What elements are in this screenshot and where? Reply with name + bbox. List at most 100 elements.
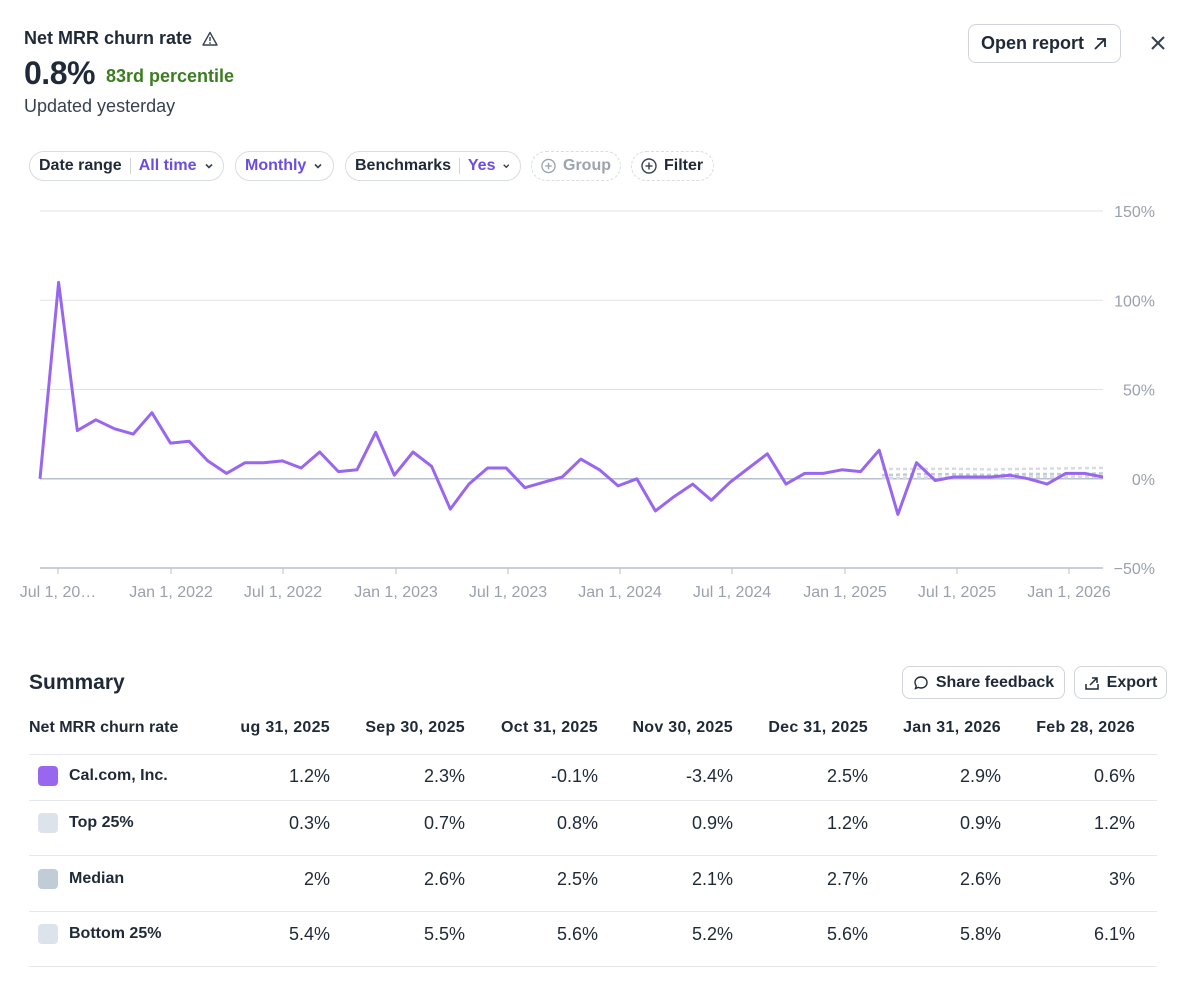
metric-title: Net MRR churn rate — [24, 28, 218, 49]
x-tick-label: Jul 1, 2024 — [693, 584, 771, 601]
share-feedback-button[interactable]: Share feedback — [902, 666, 1065, 699]
column-header: Sep 30, 2025 — [365, 719, 465, 736]
date-range-label: Date range — [39, 157, 122, 174]
column-header: ug 31, 2025 — [240, 719, 330, 736]
benchmark-line — [881, 466, 1104, 471]
x-tick-label: Jul 1, 2023 — [469, 584, 547, 601]
date-range-value: All time — [138, 157, 197, 174]
x-tick-label: Jan 1, 2023 — [354, 584, 438, 601]
chevron-down-icon — [503, 164, 510, 169]
x-tick-label: Jan 1, 2024 — [578, 584, 662, 601]
row-divider — [29, 966, 1157, 967]
table-cell: 1.2% — [1093, 813, 1135, 833]
row-divider — [29, 800, 1157, 801]
table-row-label: Median — [38, 869, 124, 889]
row-label-text: Bottom 25% — [69, 925, 162, 942]
export-icon — [1084, 676, 1099, 690]
benchmarks-filter[interactable]: Benchmarks Yes — [345, 151, 521, 181]
close-button[interactable] — [1146, 31, 1170, 55]
share-feedback-label: Share feedback — [935, 673, 1055, 691]
table-cell: 5.6% — [556, 924, 598, 944]
external-link-icon — [1094, 37, 1106, 50]
row-divider — [29, 855, 1157, 856]
column-header: Feb 28, 2026 — [1036, 719, 1135, 736]
y-tick-label: 50% — [1123, 383, 1155, 400]
x-tick-label: Jan 1, 2025 — [803, 584, 887, 601]
table-cell: 5.2% — [691, 924, 733, 944]
table-cell: 2.7% — [826, 869, 868, 889]
x-tick-label: Jul 1, 20… — [20, 584, 96, 601]
table-cell: 2.5% — [556, 869, 598, 889]
table-cell: 3% — [1108, 869, 1135, 889]
legend-swatch — [38, 813, 58, 833]
x-tick-label: Jan 1, 2022 — [129, 584, 213, 601]
benchmarks-value: Yes — [467, 157, 496, 174]
table-row-label: Bottom 25% — [38, 924, 161, 944]
table-cell: 2.6% — [423, 869, 465, 889]
filter-button[interactable]: Filter — [631, 151, 714, 181]
metric-title-text: Net MRR churn rate — [24, 28, 193, 48]
open-report-label: Open report — [980, 33, 1084, 53]
x-tick-label: Jul 1, 2022 — [244, 584, 322, 601]
column-header: Oct 31, 2025 — [501, 719, 598, 736]
group-label: Group — [563, 157, 611, 174]
table-cell: 2.1% — [691, 869, 733, 889]
y-tick-label: −50% — [1114, 561, 1155, 578]
table-cell: 0.9% — [691, 813, 733, 833]
row-label-text: Median — [69, 870, 125, 887]
series-line-cal-com[interactable] — [38, 280, 1104, 516]
table-cell: 5.6% — [826, 924, 868, 944]
table-cell: 5.5% — [423, 924, 465, 944]
table-cell: 1.2% — [826, 813, 868, 833]
warning-icon[interactable] — [202, 31, 218, 47]
column-header: Nov 30, 2025 — [632, 719, 733, 736]
table-cell: 1.2% — [288, 766, 330, 786]
column-header: Jan 31, 2026 — [903, 719, 1001, 736]
churn-line-chart: 150% 100% 50% 0% −50% Jul 1, 20… Jan 1, 2022 Ju… — [20, 204, 1155, 601]
benchmarks-label: Benchmarks — [355, 157, 452, 174]
row-label-text: Cal.com, Inc. — [69, 767, 168, 784]
table-row-label: Top 25% — [38, 813, 134, 833]
table-cell: 0.9% — [959, 813, 1001, 833]
table-cell: -3.4% — [685, 766, 733, 786]
table-cell: 2.5% — [826, 766, 868, 786]
percentile-badge: 83rd percentile — [106, 66, 235, 86]
chat-bubble-icon — [914, 675, 928, 690]
summary-title: Summary — [29, 671, 125, 694]
table-cell: 2.9% — [959, 766, 1001, 786]
x-tick-label: Jan 1, 2026 — [1027, 584, 1111, 601]
table-cell: 2% — [303, 869, 330, 889]
metric-value: 0.8% — [24, 55, 95, 91]
y-tick-label: 150% — [1114, 204, 1155, 221]
interval-value: Monthly — [245, 157, 307, 174]
chevron-down-icon — [314, 163, 322, 169]
row-label-text: Top 25% — [69, 814, 134, 831]
table-cell: 5.4% — [288, 924, 330, 944]
interval-filter[interactable]: Monthly — [235, 151, 334, 181]
y-tick-label: 0% — [1132, 472, 1155, 489]
table-row-label: Cal.com, Inc. — [38, 766, 168, 786]
table-cell: 2.3% — [423, 766, 465, 786]
legend-swatch — [38, 924, 58, 944]
open-report-button[interactable]: Open report — [968, 24, 1121, 63]
table-cell: 5.8% — [959, 924, 1001, 944]
row-divider — [29, 754, 1157, 755]
row-divider — [29, 911, 1157, 912]
y-tick-label: 100% — [1114, 293, 1155, 310]
plus-circle-icon — [641, 158, 657, 174]
plus-circle-icon — [541, 158, 556, 174]
legend-swatch — [38, 766, 58, 786]
table-cell: 0.3% — [288, 813, 330, 833]
export-button[interactable]: Export — [1074, 666, 1167, 699]
chevron-down-icon — [204, 163, 213, 169]
date-range-filter[interactable]: Date range All time — [29, 151, 224, 181]
table-metric-header: Net MRR churn rate — [29, 719, 179, 736]
close-icon — [1151, 36, 1165, 50]
column-header: Dec 31, 2025 — [768, 719, 868, 736]
updated-text: Updated yesterday — [24, 96, 176, 116]
table-cell: 0.8% — [556, 813, 598, 833]
benchmark-line — [881, 475, 1104, 480]
table-cell: 0.6% — [1093, 766, 1135, 786]
group-button[interactable]: Group — [531, 151, 621, 181]
x-tick-label: Jul 1, 2025 — [918, 584, 996, 601]
